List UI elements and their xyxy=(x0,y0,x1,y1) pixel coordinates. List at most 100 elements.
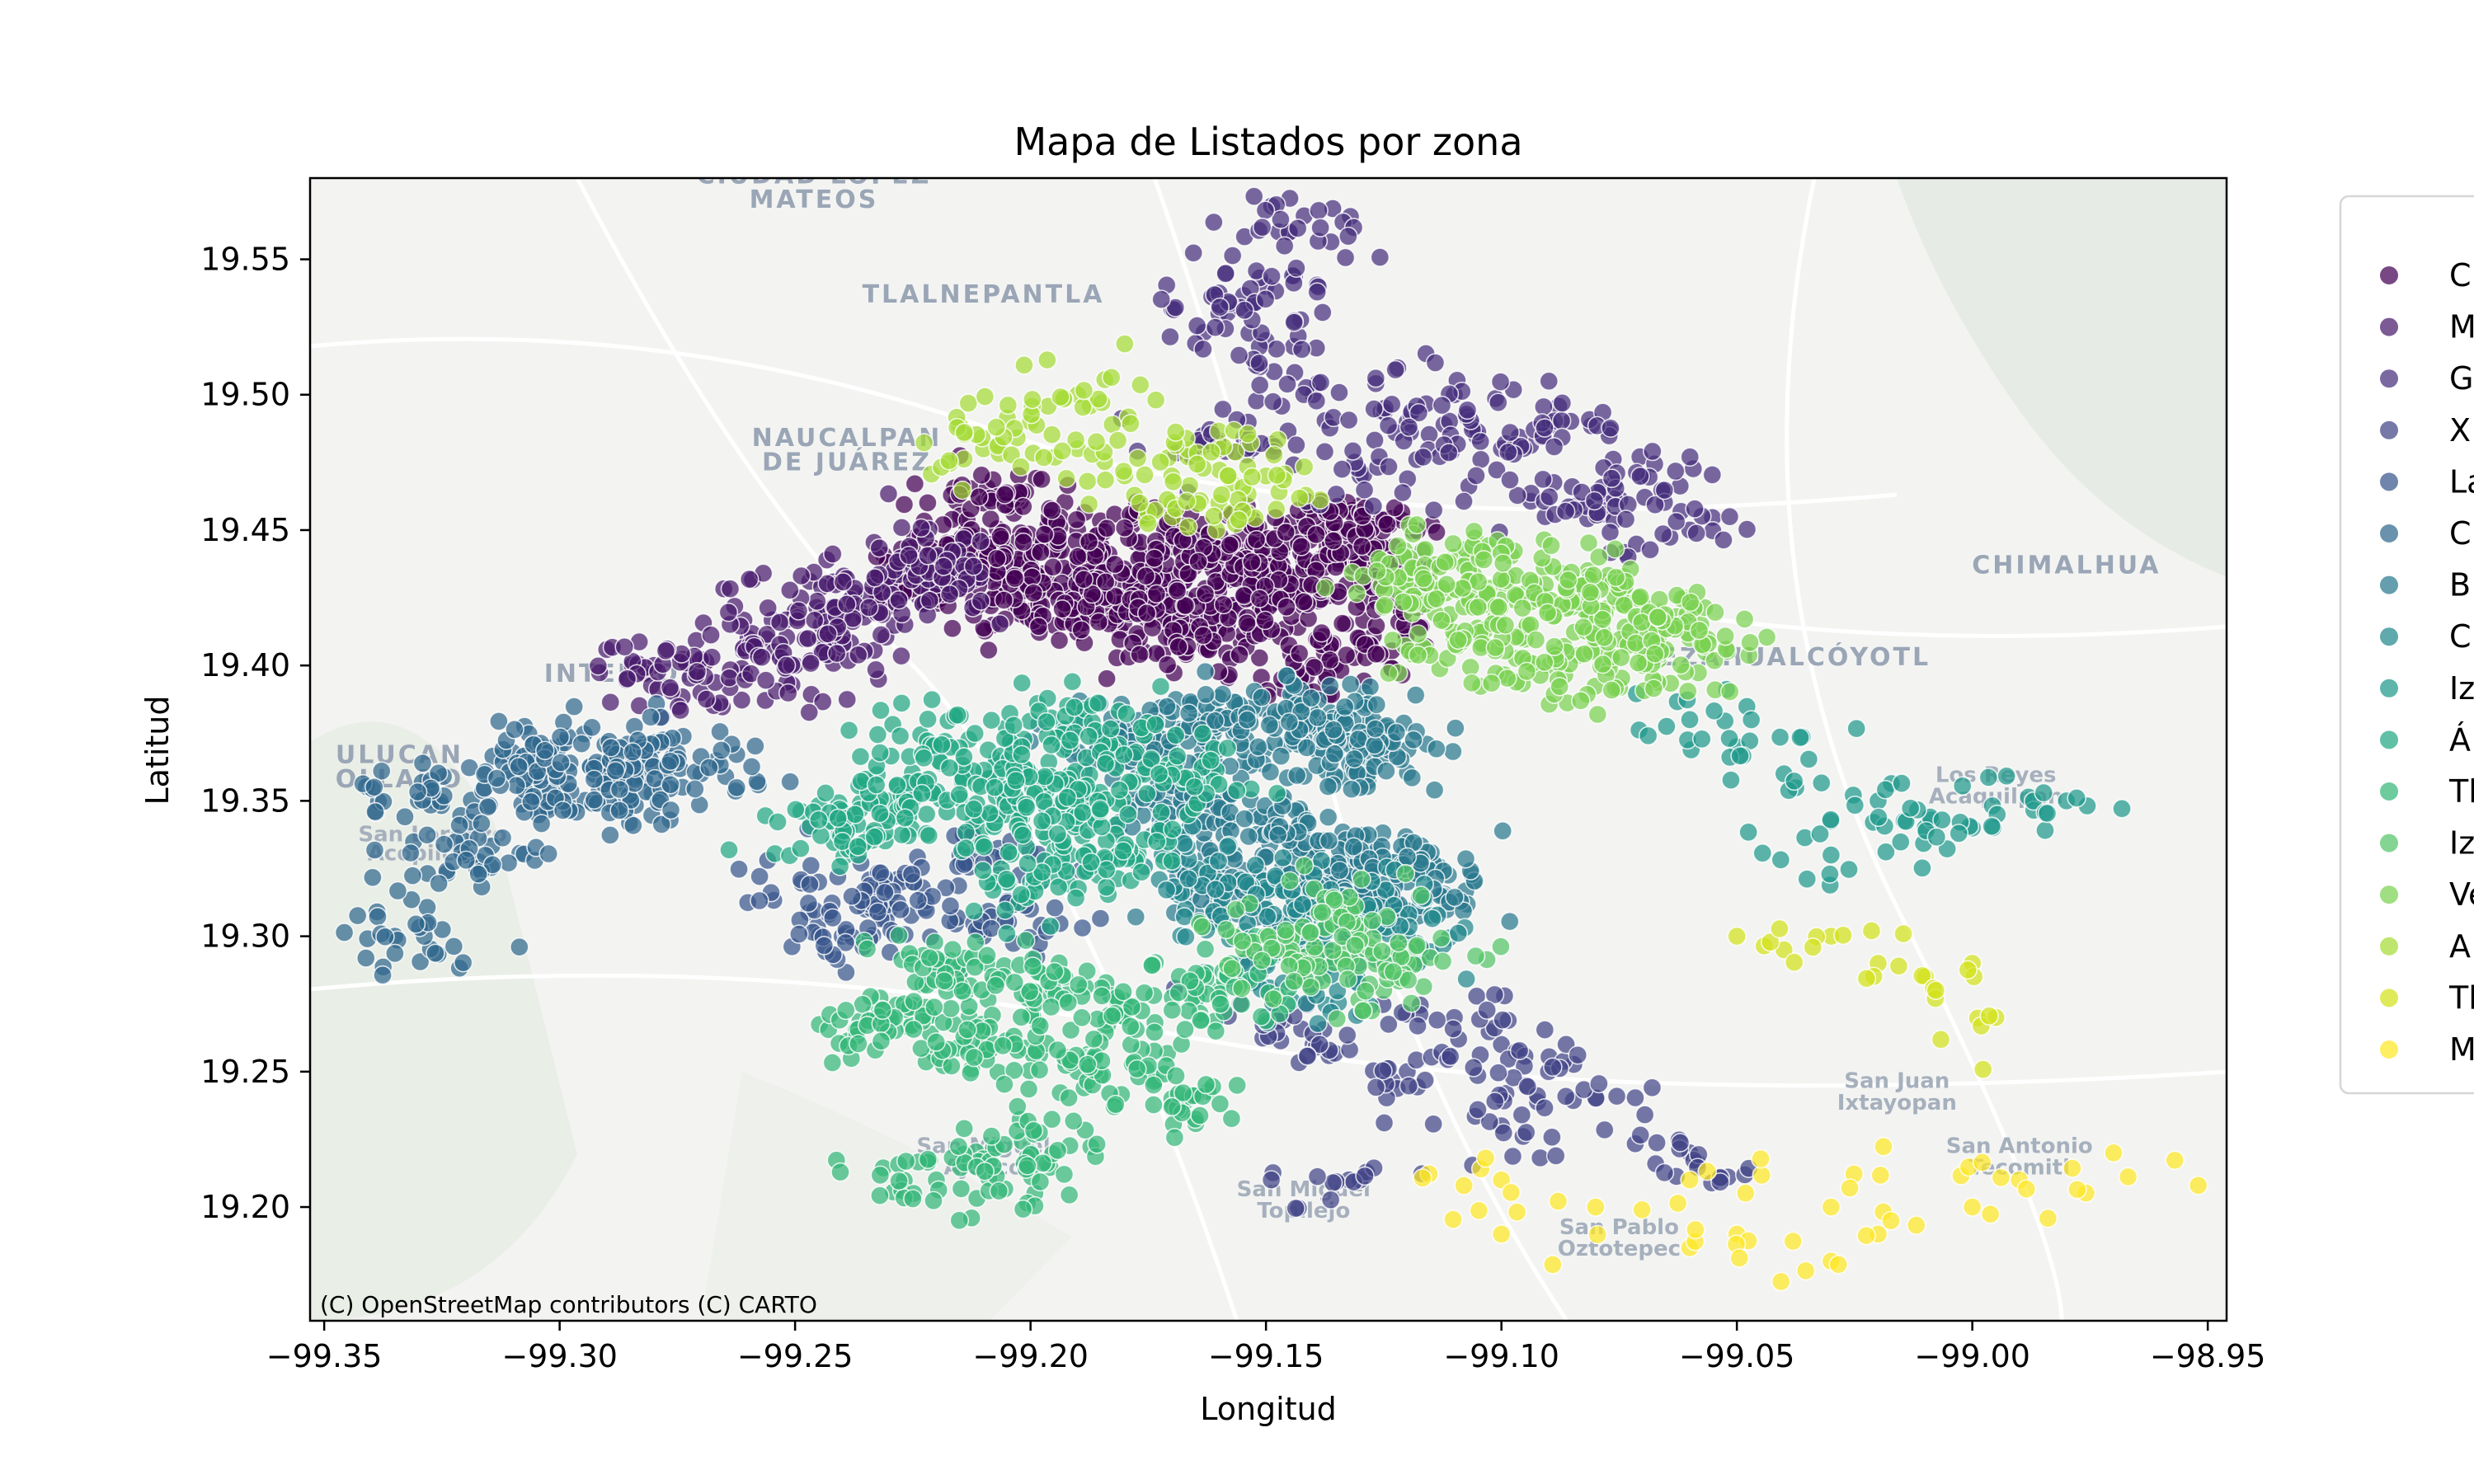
data-point xyxy=(1312,303,1333,322)
data-point xyxy=(1204,212,1224,232)
data-point xyxy=(1890,832,1911,852)
data-point xyxy=(1105,554,1125,575)
data-point xyxy=(1386,722,1407,743)
basemap-place-label: San Antonio xyxy=(1946,1134,2093,1158)
data-point xyxy=(1216,919,1236,940)
data-point xyxy=(1072,918,1093,938)
y-tick-label: 19.50 xyxy=(200,377,290,413)
data-point xyxy=(1156,880,1177,900)
data-point xyxy=(1401,993,1422,1013)
data-point xyxy=(1011,1007,1032,1027)
data-point xyxy=(807,591,827,612)
data-point xyxy=(741,757,762,777)
data-point xyxy=(1179,476,1200,495)
data-point xyxy=(1710,1172,1730,1192)
data-point xyxy=(1248,737,1268,757)
data-point xyxy=(1630,466,1650,486)
data-point xyxy=(1376,880,1396,900)
data-point xyxy=(1082,584,1103,604)
data-point xyxy=(1291,537,1311,556)
data-point xyxy=(1799,749,1819,769)
data-point xyxy=(1666,511,1686,532)
data-point xyxy=(1691,729,1712,749)
data-point xyxy=(1770,727,1790,747)
data-point xyxy=(1352,869,1371,890)
data-point xyxy=(1714,530,1733,550)
data-point xyxy=(1210,297,1230,317)
data-point xyxy=(1127,448,1148,468)
data-point xyxy=(1770,918,1790,939)
data-point xyxy=(1263,392,1283,411)
data-point xyxy=(905,473,925,494)
data-point xyxy=(750,866,769,886)
y-tick-label: 19.45 xyxy=(200,512,290,548)
data-point xyxy=(849,1034,868,1054)
data-point xyxy=(1052,599,1072,619)
data-point xyxy=(1004,568,1025,589)
legend-label: G xyxy=(2449,360,2473,397)
data-point xyxy=(1212,684,1233,704)
data-point xyxy=(2034,782,2054,803)
data-point xyxy=(891,646,911,666)
data-point xyxy=(1029,1059,1050,1080)
data-point xyxy=(1501,1182,1522,1203)
data-point xyxy=(1671,655,1691,675)
data-point xyxy=(1912,858,1932,878)
data-point xyxy=(1686,1219,1705,1240)
data-point xyxy=(1352,536,1372,556)
data-point xyxy=(601,738,621,758)
data-point xyxy=(1432,951,1453,971)
data-point xyxy=(920,948,940,968)
data-point xyxy=(1670,1133,1691,1153)
data-point xyxy=(1145,1022,1164,1042)
data-point xyxy=(1271,209,1291,229)
data-point xyxy=(857,939,877,959)
data-point xyxy=(971,465,992,486)
data-point xyxy=(858,598,879,618)
data-point xyxy=(1487,460,1507,480)
data-point xyxy=(1165,725,1186,745)
data-point xyxy=(1462,673,1482,693)
data-point xyxy=(531,814,552,834)
data-point xyxy=(1229,510,1249,530)
data-point xyxy=(1479,1111,1500,1132)
data-point xyxy=(365,840,385,860)
data-point xyxy=(1653,524,1673,544)
data-point xyxy=(780,772,800,792)
data-point xyxy=(1558,570,1578,590)
data-point xyxy=(1616,510,1636,529)
data-point xyxy=(1221,1108,1242,1129)
data-point xyxy=(870,1165,891,1186)
data-point xyxy=(1443,1019,1463,1039)
data-point xyxy=(1329,383,1349,402)
data-point xyxy=(745,736,765,756)
legend-label: M xyxy=(2449,1031,2474,1068)
data-point xyxy=(1839,859,1859,880)
data-point xyxy=(2067,1179,2087,1200)
data-point xyxy=(1555,1087,1576,1106)
data-point xyxy=(1162,851,1182,871)
data-point xyxy=(711,740,731,760)
data-point xyxy=(1150,676,1171,697)
data-point xyxy=(1537,603,1558,623)
data-point xyxy=(1108,430,1128,451)
data-point xyxy=(1324,744,1345,764)
data-point xyxy=(896,1151,916,1172)
data-point xyxy=(1512,1105,1532,1125)
data-point xyxy=(1201,750,1221,771)
data-point xyxy=(1277,597,1296,618)
basemap-place-label: CIUDAD LÓPEZ xyxy=(697,160,932,190)
data-point xyxy=(477,796,498,817)
data-point xyxy=(739,569,760,589)
data-point xyxy=(1543,1057,1563,1078)
data-point xyxy=(1408,1016,1427,1036)
data-point xyxy=(1315,578,1335,598)
x-tick-label: −99.05 xyxy=(1679,1338,1795,1374)
data-point xyxy=(1324,531,1343,551)
data-point xyxy=(1342,779,1362,799)
data-point xyxy=(904,1019,924,1040)
data-point xyxy=(551,753,571,773)
data-point xyxy=(1470,449,1491,470)
data-point xyxy=(1109,780,1130,801)
data-point xyxy=(1301,688,1321,708)
